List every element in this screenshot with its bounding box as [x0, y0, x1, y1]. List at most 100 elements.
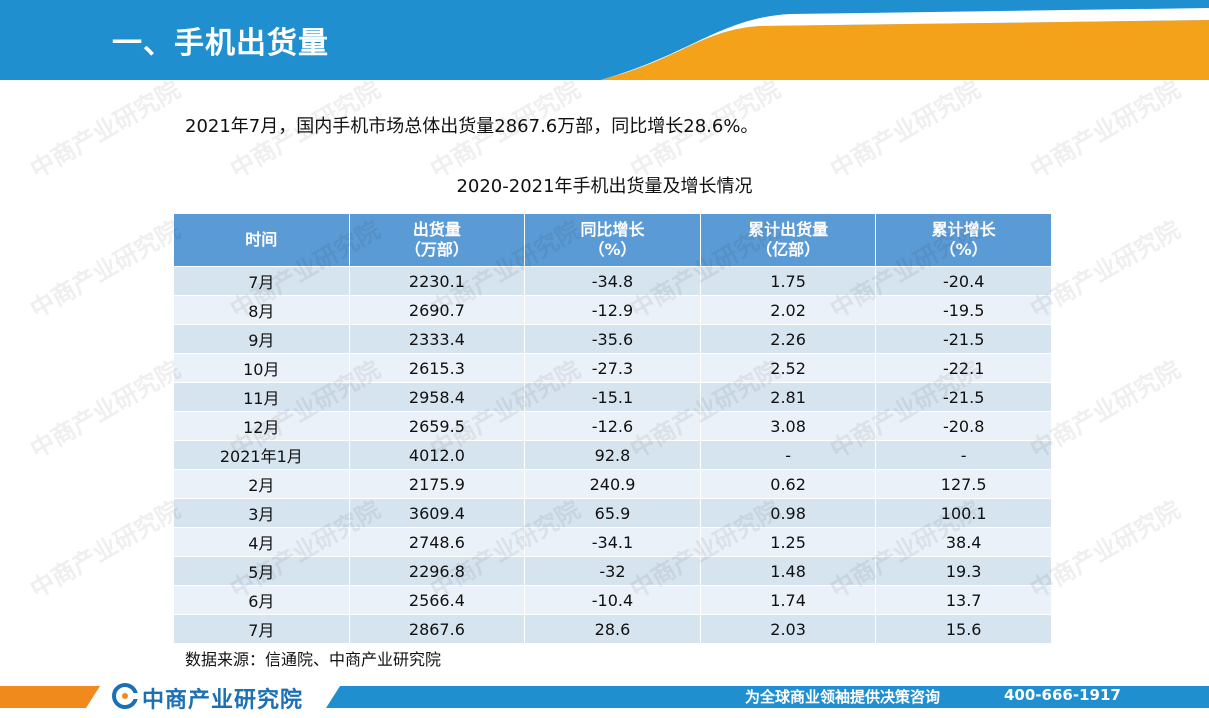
table-cell: 1.74 — [699, 585, 877, 615]
footer-slogan: 为全球商业领袖提供决策咨询 — [745, 688, 941, 706]
table-cell: 2867.6 — [348, 614, 526, 644]
table-header-row: 时间 出货量 （万部） 同比增长 （%） 累计出货量 （亿部） 累计增长 （%） — [173, 213, 1052, 267]
table-row: 2月 2175.9 240.9 0.62 127.5 — [173, 469, 1052, 499]
table-cell: 15.6 — [875, 614, 1052, 644]
table-cell: 92.8 — [524, 440, 701, 470]
table-cell: 5月 — [173, 556, 350, 586]
table-cell: 6月 — [173, 585, 350, 615]
watermark: 中商产业研究院 — [25, 495, 185, 604]
table-cell: 11月 — [173, 382, 350, 412]
table-cell: 4月 — [173, 527, 350, 557]
table-cell: -10.4 — [524, 585, 701, 615]
table-cell: 2.03 — [699, 614, 877, 644]
table-cell: 0.98 — [699, 498, 877, 528]
column-header-label: 出货量 — [412, 220, 461, 239]
column-header: 累计增长 （%） — [875, 213, 1052, 267]
footer-background — [0, 686, 1209, 708]
page-title: 一、手机出货量 — [112, 26, 329, 61]
table-cell: 13.7 — [875, 585, 1052, 615]
table-row: 7月 2867.6 28.6 2.03 15.6 — [173, 614, 1052, 644]
table-cell: 240.9 — [524, 469, 701, 499]
table-cell: - — [699, 440, 877, 470]
column-header-label: 时间 — [245, 230, 278, 249]
table-row: 3月 3609.4 65.9 0.98 100.1 — [173, 498, 1052, 528]
column-header-unit: （亿部） — [756, 240, 821, 259]
table-cell: 4012.0 — [348, 440, 526, 470]
table-cell: -12.6 — [524, 411, 701, 441]
table-cell: 10月 — [173, 353, 350, 383]
table-cell: 2月 — [173, 469, 350, 499]
table-cell: 2296.8 — [348, 556, 526, 586]
table-cell: 2615.3 — [348, 353, 526, 383]
table-cell: 127.5 — [875, 469, 1052, 499]
table-cell: 7月 — [173, 266, 350, 296]
table-cell: -34.8 — [524, 266, 701, 296]
column-header: 出货量 （万部） — [348, 213, 526, 267]
table-body: 7月 2230.1 -34.8 1.75 -20.4 8月 2690.7 -12.9 2.02-… — [173, 266, 1052, 644]
table-cell: 7月 — [173, 614, 350, 644]
table-cell: 1.48 — [699, 556, 877, 586]
table-cell: -22.1 — [875, 353, 1052, 383]
table-row: 7月 2230.1 -34.8 1.75 -20.4 — [173, 266, 1052, 296]
table-cell: 0.62 — [699, 469, 877, 499]
table-row: 5月 2296.8 -32 1.48 19.3 — [173, 556, 1052, 586]
header-banner: 一、手机出货量 — [0, 0, 1209, 80]
table-cell: -32 — [524, 556, 701, 586]
table-cell: 2175.9 — [348, 469, 526, 499]
table-row: 2021年1月 4012.0 92.8- - — [173, 440, 1052, 470]
table-cell: 100.1 — [875, 498, 1052, 528]
table-cell: 3月 — [173, 498, 350, 528]
table-cell: 28.6 — [524, 614, 701, 644]
logo-text: 中商产业研究院 — [142, 688, 304, 713]
header-background — [0, 0, 1209, 80]
table-cell: 9月 — [173, 324, 350, 354]
table-cell: -15.1 — [524, 382, 701, 412]
watermark: 中商产业研究院 — [25, 215, 185, 324]
table-cell: 65.9 — [524, 498, 701, 528]
table-cell: 2021年1月 — [173, 440, 350, 470]
summary-text: 2021年7月，国内手机市场总体出货量2867.6万部，同比增长28.6%。 — [185, 116, 759, 137]
table-row: 11月 2958.4 -15.1 2.81 -21.5 — [173, 382, 1052, 412]
table-row: 8月 2690.7 -12.9 2.02 -19.5 — [173, 295, 1052, 325]
column-header-label: 累计出货量 — [748, 220, 829, 239]
table-cell: 2659.5 — [348, 411, 526, 441]
watermark: 中商产业研究院 — [25, 355, 185, 464]
column-header: 时间 — [173, 213, 350, 267]
shipment-table: 时间 出货量 （万部） 同比增长 （%） 累计出货量 （亿部） 累计增长 （%） 7月 2230.… — [173, 213, 1052, 644]
table-cell: 1.75 — [699, 266, 877, 296]
table-cell: 3.08 — [699, 411, 877, 441]
table-cell: -21.5 — [875, 324, 1052, 354]
table-row: 10月 2615.3 -27.3 2.52 -22.1 — [173, 353, 1052, 383]
table-cell: 2.81 — [699, 382, 877, 412]
footer-phone: 400-666-1917 — [1004, 686, 1121, 704]
table-cell: -12.9 — [524, 295, 701, 325]
table-cell: 1.25 — [699, 527, 877, 557]
table-cell: 2333.4 — [348, 324, 526, 354]
column-header-unit: （万部） — [404, 240, 469, 259]
table-cell: -19.5 — [875, 295, 1052, 325]
table-title: 2020-2021年手机出货量及增长情况 — [456, 176, 753, 197]
table-cell: 2958.4 — [348, 382, 526, 412]
table-cell: 8月 — [173, 295, 350, 325]
column-header-unit: （%） — [588, 240, 637, 259]
table-row: 9月 2333.4 -35.6 2.26 -21.5 — [173, 324, 1052, 354]
table-cell: 2.02 — [699, 295, 877, 325]
logo-icon — [112, 683, 138, 709]
table-cell: 2230.1 — [348, 266, 526, 296]
table-row: 4月 2748.6 -34.1 1.25 38.4 — [173, 527, 1052, 557]
table-cell: -20.4 — [875, 266, 1052, 296]
table-cell: -27.3 — [524, 353, 701, 383]
table-cell: 2690.7 — [348, 295, 526, 325]
table-cell: 2.52 — [699, 353, 877, 383]
table-cell: 2566.4 — [348, 585, 526, 615]
table-cell: -35.6 — [524, 324, 701, 354]
data-source: 数据来源：信通院、中商产业研究院 — [185, 650, 442, 669]
watermark: 中商产业研究院 — [1025, 75, 1185, 184]
table-cell: -21.5 — [875, 382, 1052, 412]
watermark: 中商产业研究院 — [25, 75, 185, 184]
table-cell: 2748.6 — [348, 527, 526, 557]
column-header: 同比增长 （%） — [524, 213, 701, 267]
column-header-label: 累计增长 — [931, 220, 996, 239]
table-cell: 2.26 — [699, 324, 877, 354]
watermark: 中商产业研究院 — [825, 75, 985, 184]
